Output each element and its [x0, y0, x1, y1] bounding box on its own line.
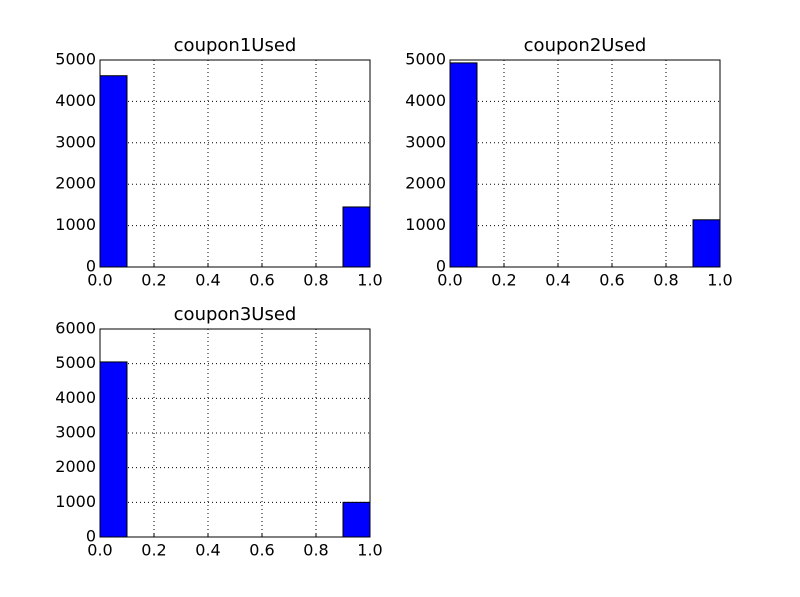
y-tick-label: 5000 [405, 50, 446, 69]
bar [99, 361, 128, 538]
x-tick-label: 0.6 [249, 541, 274, 560]
chart-title: coupon2Used [524, 35, 647, 56]
x-tick-label: 0.0 [87, 541, 112, 560]
y-tick-label: 2000 [55, 174, 96, 193]
bar [692, 219, 721, 268]
y-tick-label: 4000 [405, 91, 446, 110]
y-tick-label: 1000 [55, 492, 96, 511]
x-tick-label: 0.8 [303, 271, 328, 290]
x-tick-label: 1.0 [707, 271, 732, 290]
y-tick-label: 4000 [55, 91, 96, 110]
x-tick-label: 0.4 [545, 271, 570, 290]
y-tick-label: 0 [436, 257, 446, 276]
chart-title: coupon1Used [174, 35, 297, 56]
x-tick-label: 0.6 [599, 271, 624, 290]
y-tick-label: 5000 [55, 50, 96, 69]
x-tick-label: 0.4 [195, 541, 220, 560]
y-tick-label: 6000 [55, 319, 96, 338]
x-tick-label: 0.6 [249, 271, 274, 290]
y-tick-label: 0 [86, 257, 96, 276]
y-tick-label: 3000 [55, 132, 96, 151]
x-tick-label: 0.4 [195, 271, 220, 290]
bar [99, 75, 128, 268]
y-tick-label: 5000 [55, 353, 96, 372]
x-tick-label: 0.8 [653, 271, 678, 290]
y-tick-label: 1000 [55, 215, 96, 234]
y-tick-label: 2000 [55, 457, 96, 476]
y-tick-label: 1000 [405, 215, 446, 234]
plot-frame [449, 59, 721, 268]
bar [342, 501, 371, 538]
x-tick-label: 0.0 [87, 271, 112, 290]
y-tick-label: 4000 [55, 388, 96, 407]
x-tick-label: 0.2 [141, 541, 166, 560]
bar [449, 62, 478, 268]
plot-frame [99, 59, 371, 268]
x-tick-label: 0.2 [141, 271, 166, 290]
x-tick-label: 1.0 [357, 271, 382, 290]
y-tick-label: 2000 [405, 174, 446, 193]
x-tick-label: 1.0 [357, 541, 382, 560]
y-tick-label: 3000 [55, 423, 96, 442]
y-tick-label: 3000 [405, 132, 446, 151]
plot-frame [99, 328, 371, 538]
x-tick-label: 0.0 [437, 271, 462, 290]
chart-title: coupon3Used [174, 304, 297, 325]
y-tick-label: 0 [86, 527, 96, 546]
bar [342, 206, 371, 268]
x-tick-label: 0.8 [303, 541, 328, 560]
x-tick-label: 0.2 [491, 271, 516, 290]
